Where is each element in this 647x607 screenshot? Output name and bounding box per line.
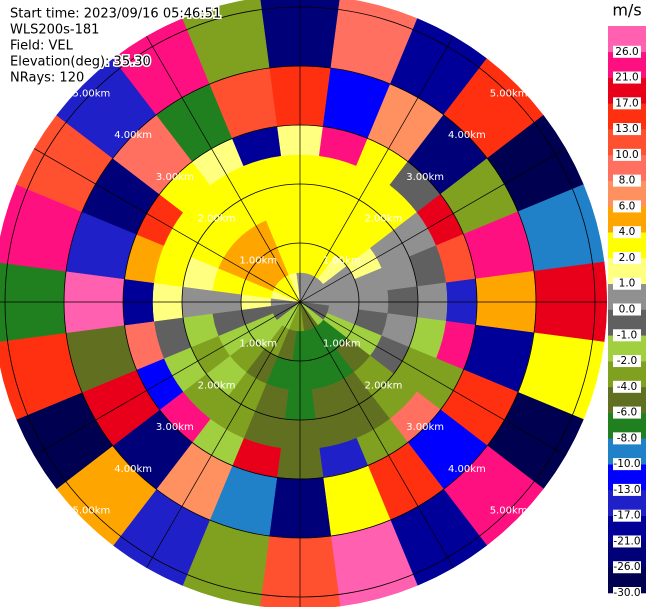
colorbar-tick-label: 2.0 xyxy=(619,252,636,264)
range-ring-label: 2.00km xyxy=(365,214,403,225)
colorbar-tick-label: 6.0 xyxy=(619,200,636,212)
colorbar-label-bg xyxy=(613,174,641,187)
range-ring-label: 5.00km xyxy=(490,88,528,99)
colorbar-label-bg xyxy=(613,71,641,84)
colorbar-tick-label: 0.0 xyxy=(619,304,636,316)
colorbar-label-bg xyxy=(613,458,641,471)
spoke xyxy=(299,148,566,303)
colorbar-tick-label: 10.0 xyxy=(615,149,638,161)
colorbar-label-bg xyxy=(613,587,641,599)
labels: Start time: 2023/09/16 05:46:51WLS200s-1… xyxy=(9,1,646,599)
range-ring xyxy=(240,242,360,362)
colorbar-tick-label: 17.0 xyxy=(615,97,638,109)
colorbar-label-bg xyxy=(613,97,641,110)
colorbar-label-bg xyxy=(613,432,641,445)
colorbar-label-bg xyxy=(613,226,641,239)
colorbar-label-bg xyxy=(613,200,641,213)
colorbar-label-bg xyxy=(613,303,641,316)
info-line: Field: VEL xyxy=(10,39,74,54)
range-ring xyxy=(122,124,478,480)
range-ring-label: 2.00km xyxy=(198,214,236,225)
colorbar-label-bg xyxy=(613,148,641,161)
range-ring-label: 4.00km xyxy=(114,464,152,475)
range-ring-label: 3.00km xyxy=(156,422,194,433)
colorbar-label-bg xyxy=(613,329,641,342)
info-line: NRays: 120 xyxy=(10,71,84,86)
range-ring-label: 3.00km xyxy=(406,422,444,433)
spoke xyxy=(299,301,566,456)
colorbar-label-bg xyxy=(613,483,641,496)
info-line: Elevation(deg): 35.30 xyxy=(10,55,151,70)
colorbar-tick-label: 1.0 xyxy=(619,278,636,290)
colorbar-tick-label: -26.0 xyxy=(613,561,640,573)
range-ring-label: 4.00km xyxy=(448,464,486,475)
spoke xyxy=(299,36,454,303)
spoke xyxy=(146,301,301,568)
range-ring-label: 1.00km xyxy=(323,255,361,266)
colorbar-tick-label: -21.0 xyxy=(613,535,640,547)
range-ring xyxy=(181,183,419,421)
overlay: 1.00km 1.00km 1.00km 1.00km 2.00km 2.00km 2.00… xyxy=(0,0,607,607)
range-ring xyxy=(63,65,537,539)
colorbar-tick-label: -13.0 xyxy=(613,484,640,496)
range-ring-label: 2.00km xyxy=(365,380,403,391)
range-ring-label: 4.00km xyxy=(114,130,152,141)
colorbar-tick-label: -1.0 xyxy=(617,329,638,341)
colorbar-tick-label: -8.0 xyxy=(617,432,638,444)
range-ring-label: 1.00km xyxy=(323,339,361,350)
range-ring-label: 1.00km xyxy=(239,339,277,350)
colorbar-tick-label: -4.0 xyxy=(617,381,638,393)
colorbar-label-bg xyxy=(613,561,641,574)
colorbar-label-bg xyxy=(613,45,641,58)
range-ring-label: 1.00km xyxy=(239,255,277,266)
colorbar-label-bg xyxy=(613,123,641,136)
colorbar-label-bg xyxy=(613,355,641,368)
sectors xyxy=(0,0,608,607)
colorbar-label-bg xyxy=(613,509,641,522)
colorbar-label-bg xyxy=(613,406,641,419)
spoke xyxy=(146,36,301,303)
range-ring-label: 3.00km xyxy=(156,172,194,183)
colorbar-label-bg xyxy=(613,535,641,548)
colorbar-tick-label: 26.0 xyxy=(615,46,638,58)
colorbar-tick-label: -2.0 xyxy=(617,355,638,367)
range-ring-label: 5.00km xyxy=(490,506,528,517)
info-line: Start time: 2023/09/16 05:46:51 xyxy=(10,7,221,22)
colorbar-label-bg xyxy=(613,277,641,290)
colorbar-tick-label: 4.0 xyxy=(619,226,636,238)
colorbar-tick-label: 21.0 xyxy=(615,72,638,84)
spoke xyxy=(34,148,301,303)
range-ring-label: 5.00km xyxy=(72,88,110,99)
range-ring-label: 2.00km xyxy=(198,380,236,391)
colorbar-tick-label: -17.0 xyxy=(613,510,640,522)
colorbar-tick-label: -10.0 xyxy=(613,458,640,470)
info-line: WLS200s-181 xyxy=(10,23,99,38)
range-ring-label: 4.00km xyxy=(448,130,486,141)
spoke xyxy=(34,301,301,456)
spoke xyxy=(299,301,454,568)
range-ring xyxy=(4,6,596,598)
colorbar-label-bg xyxy=(613,251,641,264)
colorbar-label-bg xyxy=(613,380,641,393)
range-ring-label: 5.00km xyxy=(72,506,110,517)
colorbar-tick-label: 13.0 xyxy=(615,123,638,135)
colorbar-tick-label: -6.0 xyxy=(617,407,638,419)
colorbar-tick-label: -30.0 xyxy=(613,587,640,599)
colorbar-tick-label: 8.0 xyxy=(619,175,636,187)
colorbar-title: m/s xyxy=(612,1,641,20)
range-ring-label: 3.00km xyxy=(406,172,444,183)
